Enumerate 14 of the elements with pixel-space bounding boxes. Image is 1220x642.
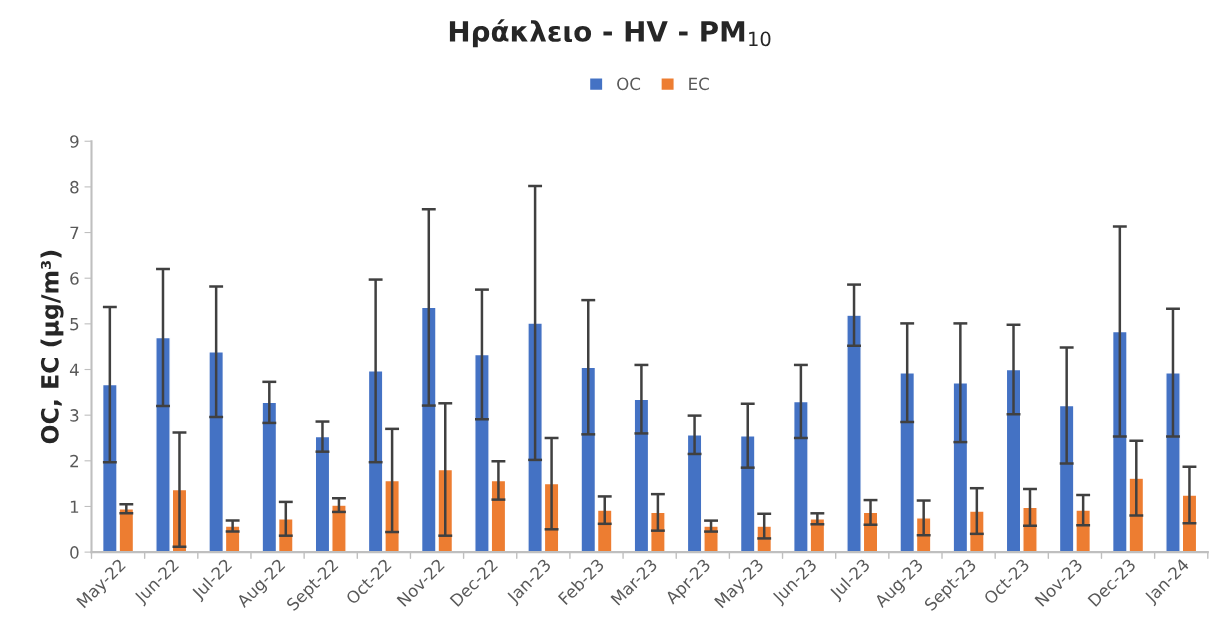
y-tick-label: 5: [70, 318, 79, 331]
y-tick-label: 9: [70, 135, 79, 148]
y-tick-label: 6: [70, 272, 79, 285]
y-tick-label: 8: [70, 180, 79, 194]
y-tick-label: 3: [70, 409, 79, 422]
legend-label: EC: [689, 77, 709, 91]
chart-title: Ηράκλειο - HV - PM$_{10}$: [449, 19, 771, 48]
legend-label: OC: [617, 77, 641, 91]
y-tick-label: 0: [70, 546, 79, 559]
y-axis-title: OC, EC (μg/m³): [40, 250, 64, 444]
y-tick-label: 1: [70, 500, 79, 513]
y-tick-label: 4: [69, 363, 79, 376]
y-tick-label: 7: [70, 226, 79, 239]
y-tick-label: 2: [70, 454, 79, 468]
